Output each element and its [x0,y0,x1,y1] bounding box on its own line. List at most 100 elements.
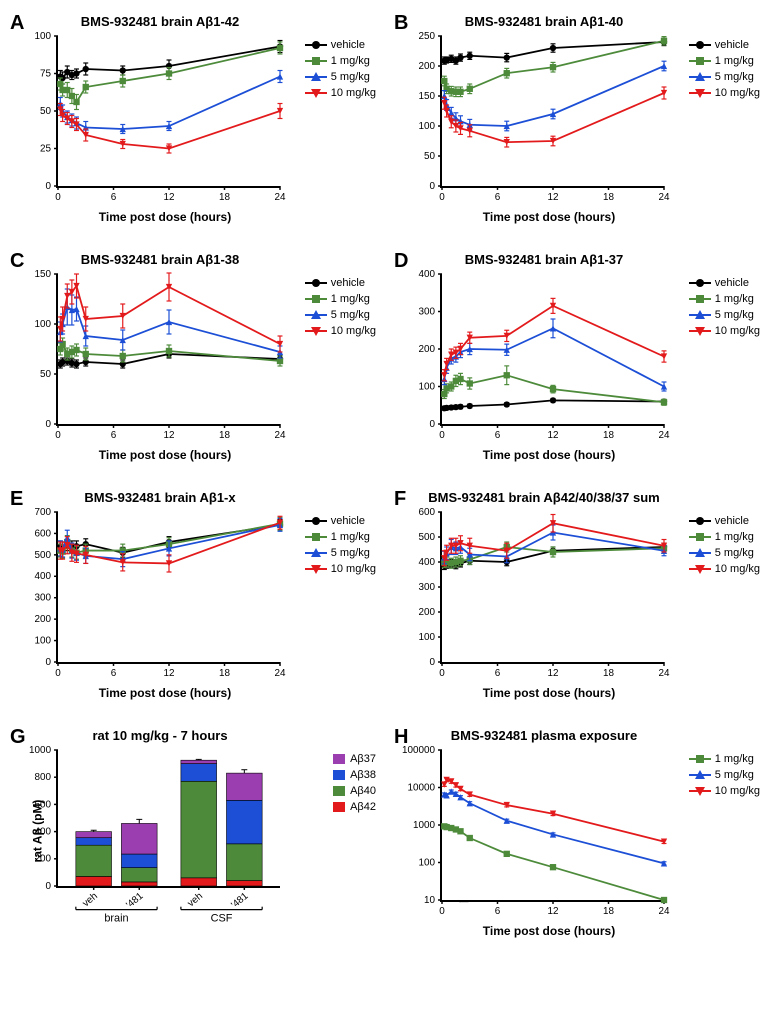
ytick-label: 0 [430,657,436,668]
xtick-label: 12 [547,906,558,917]
xtick-label: 18 [603,430,615,441]
bar-segment [121,868,157,882]
x-axis-label: Time post dose (hours) [10,448,380,462]
legend: Aβ37Aβ38Aβ40Aβ42 [333,752,376,815]
ytick-label: 1000 [29,745,52,756]
series-line [60,286,280,344]
legend-label: 1 mg/kg [331,54,370,69]
bar-segment [181,764,217,782]
ytick-label: 0 [46,881,52,892]
legend-item: 10 mg/kg [689,562,760,577]
ytick-label: 150 [419,91,436,102]
xtick-label: 12 [547,192,558,203]
xtick-label: 6 [111,668,117,679]
xtick-label: 24 [274,430,286,441]
legend-item: 5 mg/kg [305,308,376,323]
legend-marker [689,88,711,98]
plot-area: 010020030040050060070006121824 [56,512,280,664]
ytick-label: 10000 [408,782,436,793]
ytick-label: 400 [35,571,52,582]
group-label: CSF [211,913,233,925]
panel-G: Grat 10 mg/kg - 7 hoursrat Aβ (pM)Aβ37Aβ… [10,726,380,936]
panel-A: ABMS-932481 brain Aβ1-42brain Aβ1-42 (pm… [10,12,380,222]
legend-label: 5 mg/kg [715,70,754,85]
legend-item: vehicle [689,514,760,529]
legend-label: 5 mg/kg [715,768,754,783]
plot-area: 025507510006121824 [56,36,280,188]
ytick-label: 600 [35,528,52,539]
x-axis-label: Time post dose (hours) [10,686,380,700]
legend-marker [689,294,711,304]
ytick-label: 0 [46,419,52,430]
xtick-label: 24 [274,192,286,203]
plot-area: 010020030040006121824 [440,274,664,426]
legend-label: 10 mg/kg [715,324,760,339]
legend-marker [305,326,327,336]
ytick-label: 250 [419,31,436,42]
plot-area: 05010015006121824 [56,274,280,426]
legend-item: Aβ40 [333,784,376,799]
legend-marker [305,56,327,66]
legend-item: 10 mg/kg [305,324,376,339]
legend-marker [689,310,711,320]
ytick-label: 0 [46,181,52,192]
ytick-label: 0 [430,181,436,192]
ytick-label: 100 [35,319,52,330]
legend-swatch [333,802,345,812]
legend-item: 5 mg/kg [689,546,760,561]
bar-segment [76,832,112,838]
legend-item: 10 mg/kg [305,562,376,577]
ytick-label: 75 [40,68,52,79]
xtick-label: '481 [124,890,146,910]
ytick-label: 100 [419,381,436,392]
legend: vehicle1 mg/kg5 mg/kg10 mg/kg [689,514,760,577]
legend-label: 10 mg/kg [715,784,760,799]
legend-label: 10 mg/kg [715,86,760,101]
legend-marker [689,72,711,82]
legend-label: vehicle [331,514,365,529]
series-line [444,42,664,61]
legend-item: Aβ42 [333,800,376,815]
legend: vehicle1 mg/kg5 mg/kg10 mg/kg [305,514,376,577]
legend-label: vehicle [715,38,749,53]
panel-title: BMS-932481 brain Aβ1-42 [10,14,380,29]
legend-item: 1 mg/kg [689,54,760,69]
ytick-label: 100000 [402,745,436,756]
legend-item: vehicle [689,276,760,291]
bar-segment [226,881,262,886]
legend-label: 5 mg/kg [715,308,754,323]
xtick-label: 0 [439,906,445,917]
ytick-label: 10 [424,895,436,906]
legend-item: 10 mg/kg [305,86,376,101]
xtick-label: 24 [274,668,286,679]
legend-marker [689,564,711,574]
panel-title: rat 10 mg/kg - 7 hours [10,728,380,743]
legend: 1 mg/kg5 mg/kg10 mg/kg [689,752,760,800]
legend-marker [689,56,711,66]
legend-label: 1 mg/kg [715,530,754,545]
legend-item: 1 mg/kg [305,530,376,545]
legend-item: 5 mg/kg [689,768,760,783]
panel-E: EBMS-932481 brain Aβ1-xbrain Aβ1-x (pmol… [10,488,380,698]
legend-label: Aβ37 [350,752,376,767]
xtick-label: '481 [229,890,251,910]
bar-segment [121,882,157,886]
ytick-label: 500 [419,532,436,543]
legend-marker [689,326,711,336]
legend-marker [689,278,711,288]
xtick-label: 0 [439,668,445,679]
legend-marker [305,294,327,304]
series-line [444,306,664,375]
panel-C: CBMS-932481 brain Aβ1-38brain Aβ1-38 (pm… [10,250,380,460]
legend-marker [305,40,327,50]
bar-segment [121,854,157,868]
ytick-label: 50 [424,151,436,162]
xtick-label: 6 [495,906,501,917]
xtick-label: 6 [495,668,501,679]
legend: vehicle1 mg/kg5 mg/kg10 mg/kg [689,38,760,101]
xtick-label: 0 [55,192,61,203]
xtick-label: 18 [603,906,615,917]
ytick-label: 100 [35,636,52,647]
plot-area: 05010015020025006121824 [440,36,664,188]
legend-item: 1 mg/kg [305,54,376,69]
